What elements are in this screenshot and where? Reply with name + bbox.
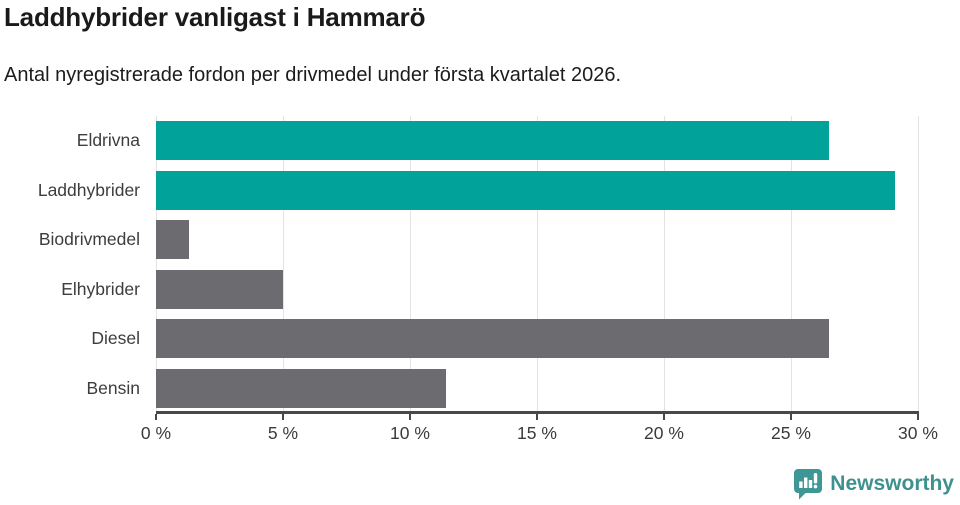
x-axis-tick — [409, 414, 411, 420]
chart-title: Laddhybrider vanligast i Hammarö — [4, 2, 426, 32]
gridline — [156, 116, 157, 413]
brand-footer: Newsworthy — [793, 468, 954, 500]
plot-area — [156, 116, 919, 413]
x-axis-tick — [790, 414, 792, 420]
x-axis-tick — [155, 414, 157, 420]
x-axis-tick-label: 20 % — [644, 423, 684, 443]
category-label: Elhybrider — [61, 278, 140, 299]
category-label: Eldrivna — [76, 130, 140, 151]
gridline — [918, 116, 919, 413]
bar-biodrivmedel — [156, 220, 190, 260]
category-label: Biodrivmedel — [38, 229, 140, 250]
x-axis-tick — [663, 414, 665, 420]
gridline — [283, 116, 284, 413]
x-axis-tick-label: 30 % — [898, 423, 938, 443]
bar-diesel — [156, 319, 830, 359]
category-label: Bensin — [86, 377, 140, 398]
x-axis-tick-label: 10 % — [390, 423, 430, 443]
gridline — [537, 116, 538, 413]
x-axis-line — [156, 411, 919, 414]
bar-laddhybrider — [156, 170, 896, 210]
bar-eldrivna — [156, 121, 830, 161]
x-axis-tick-label: 0 % — [140, 423, 172, 443]
x-axis-tick-label: 5 % — [267, 423, 299, 443]
category-label: Diesel — [91, 328, 140, 349]
x-axis-tick — [917, 414, 919, 420]
bar-elhybrider — [156, 269, 283, 309]
x-axis-tick-label: 25 % — [771, 423, 811, 443]
x-axis-tick — [536, 414, 538, 420]
category-label: Laddhybrider — [37, 179, 140, 200]
chart-subtitle: Antal nyregistrerade fordon per drivmede… — [4, 64, 622, 86]
brand-name: Newsworthy — [830, 472, 954, 495]
x-axis-tick-label: 15 % — [517, 423, 557, 443]
newsworthy-logo-icon — [793, 468, 823, 500]
bar-bensin — [156, 368, 446, 408]
gridline — [791, 116, 792, 413]
gridline — [410, 116, 411, 413]
gridline — [664, 116, 665, 413]
x-axis-tick — [282, 414, 284, 420]
